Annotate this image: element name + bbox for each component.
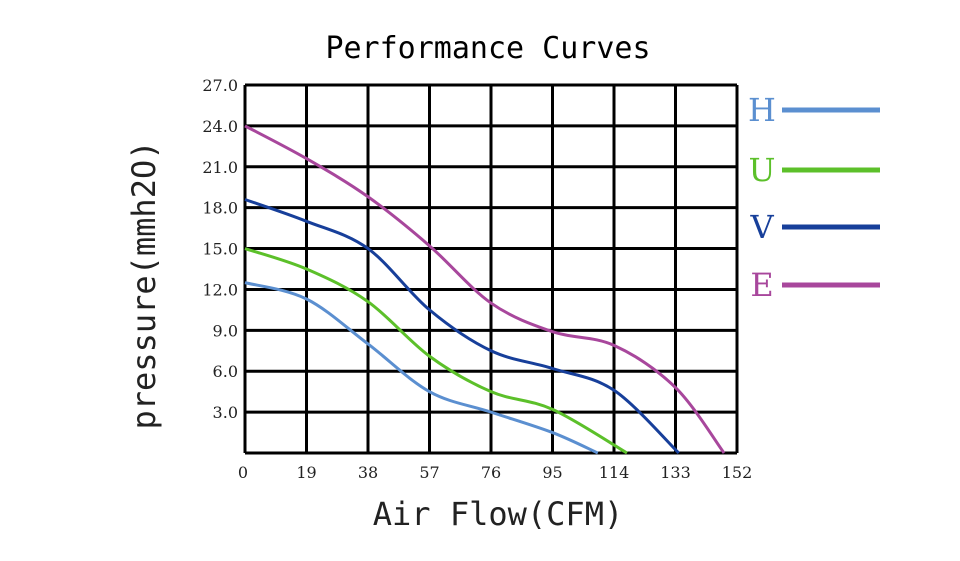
x-tick-label: 76	[481, 463, 501, 482]
x-tick-label: 19	[296, 463, 316, 482]
x-tick-label: 114	[599, 463, 630, 482]
x-tick-label: 0	[238, 463, 248, 482]
y-tick-label: 12.0	[202, 280, 238, 299]
y-tick-label: 21.0	[202, 158, 238, 177]
series-line-h	[244, 281, 599, 455]
x-tick-label: 152	[722, 463, 753, 482]
y-tick-label: 3.0	[213, 403, 238, 422]
series-line-u	[244, 247, 628, 455]
chart-title: Performance Curves	[325, 31, 650, 66]
y-tick-labels: 3.0 6.0 9.0 12.0 15.0 18.0 21.0 24.0 27.0	[202, 76, 238, 422]
x-axis-label: Air Flow(CFM)	[373, 495, 623, 533]
x-tick-labels: 0 19 38 57 76 95 114 133 152	[238, 463, 752, 482]
legend-label-e: E	[750, 266, 773, 304]
x-tick-label: 38	[358, 463, 378, 482]
legend-label-u: U	[749, 151, 776, 189]
x-tick-label: 95	[542, 463, 562, 482]
y-tick-label: 24.0	[202, 117, 238, 136]
y-tick-label: 6.0	[213, 362, 238, 381]
series-lines	[244, 124, 726, 455]
x-tick-label: 57	[419, 463, 439, 482]
grid	[243, 83, 739, 455]
y-tick-label: 27.0	[202, 76, 238, 95]
legend-label-h: H	[748, 91, 776, 129]
series-line-e	[244, 124, 726, 454]
series-line-v	[244, 198, 680, 455]
y-tick-label: 15.0	[202, 240, 238, 259]
y-tick-label: 18.0	[202, 199, 238, 218]
y-tick-label: 9.0	[213, 321, 238, 340]
y-axis-label: pressure(mmh2O)	[125, 141, 163, 430]
legend-label-v: V	[749, 208, 774, 246]
x-tick-label: 133	[660, 463, 691, 482]
